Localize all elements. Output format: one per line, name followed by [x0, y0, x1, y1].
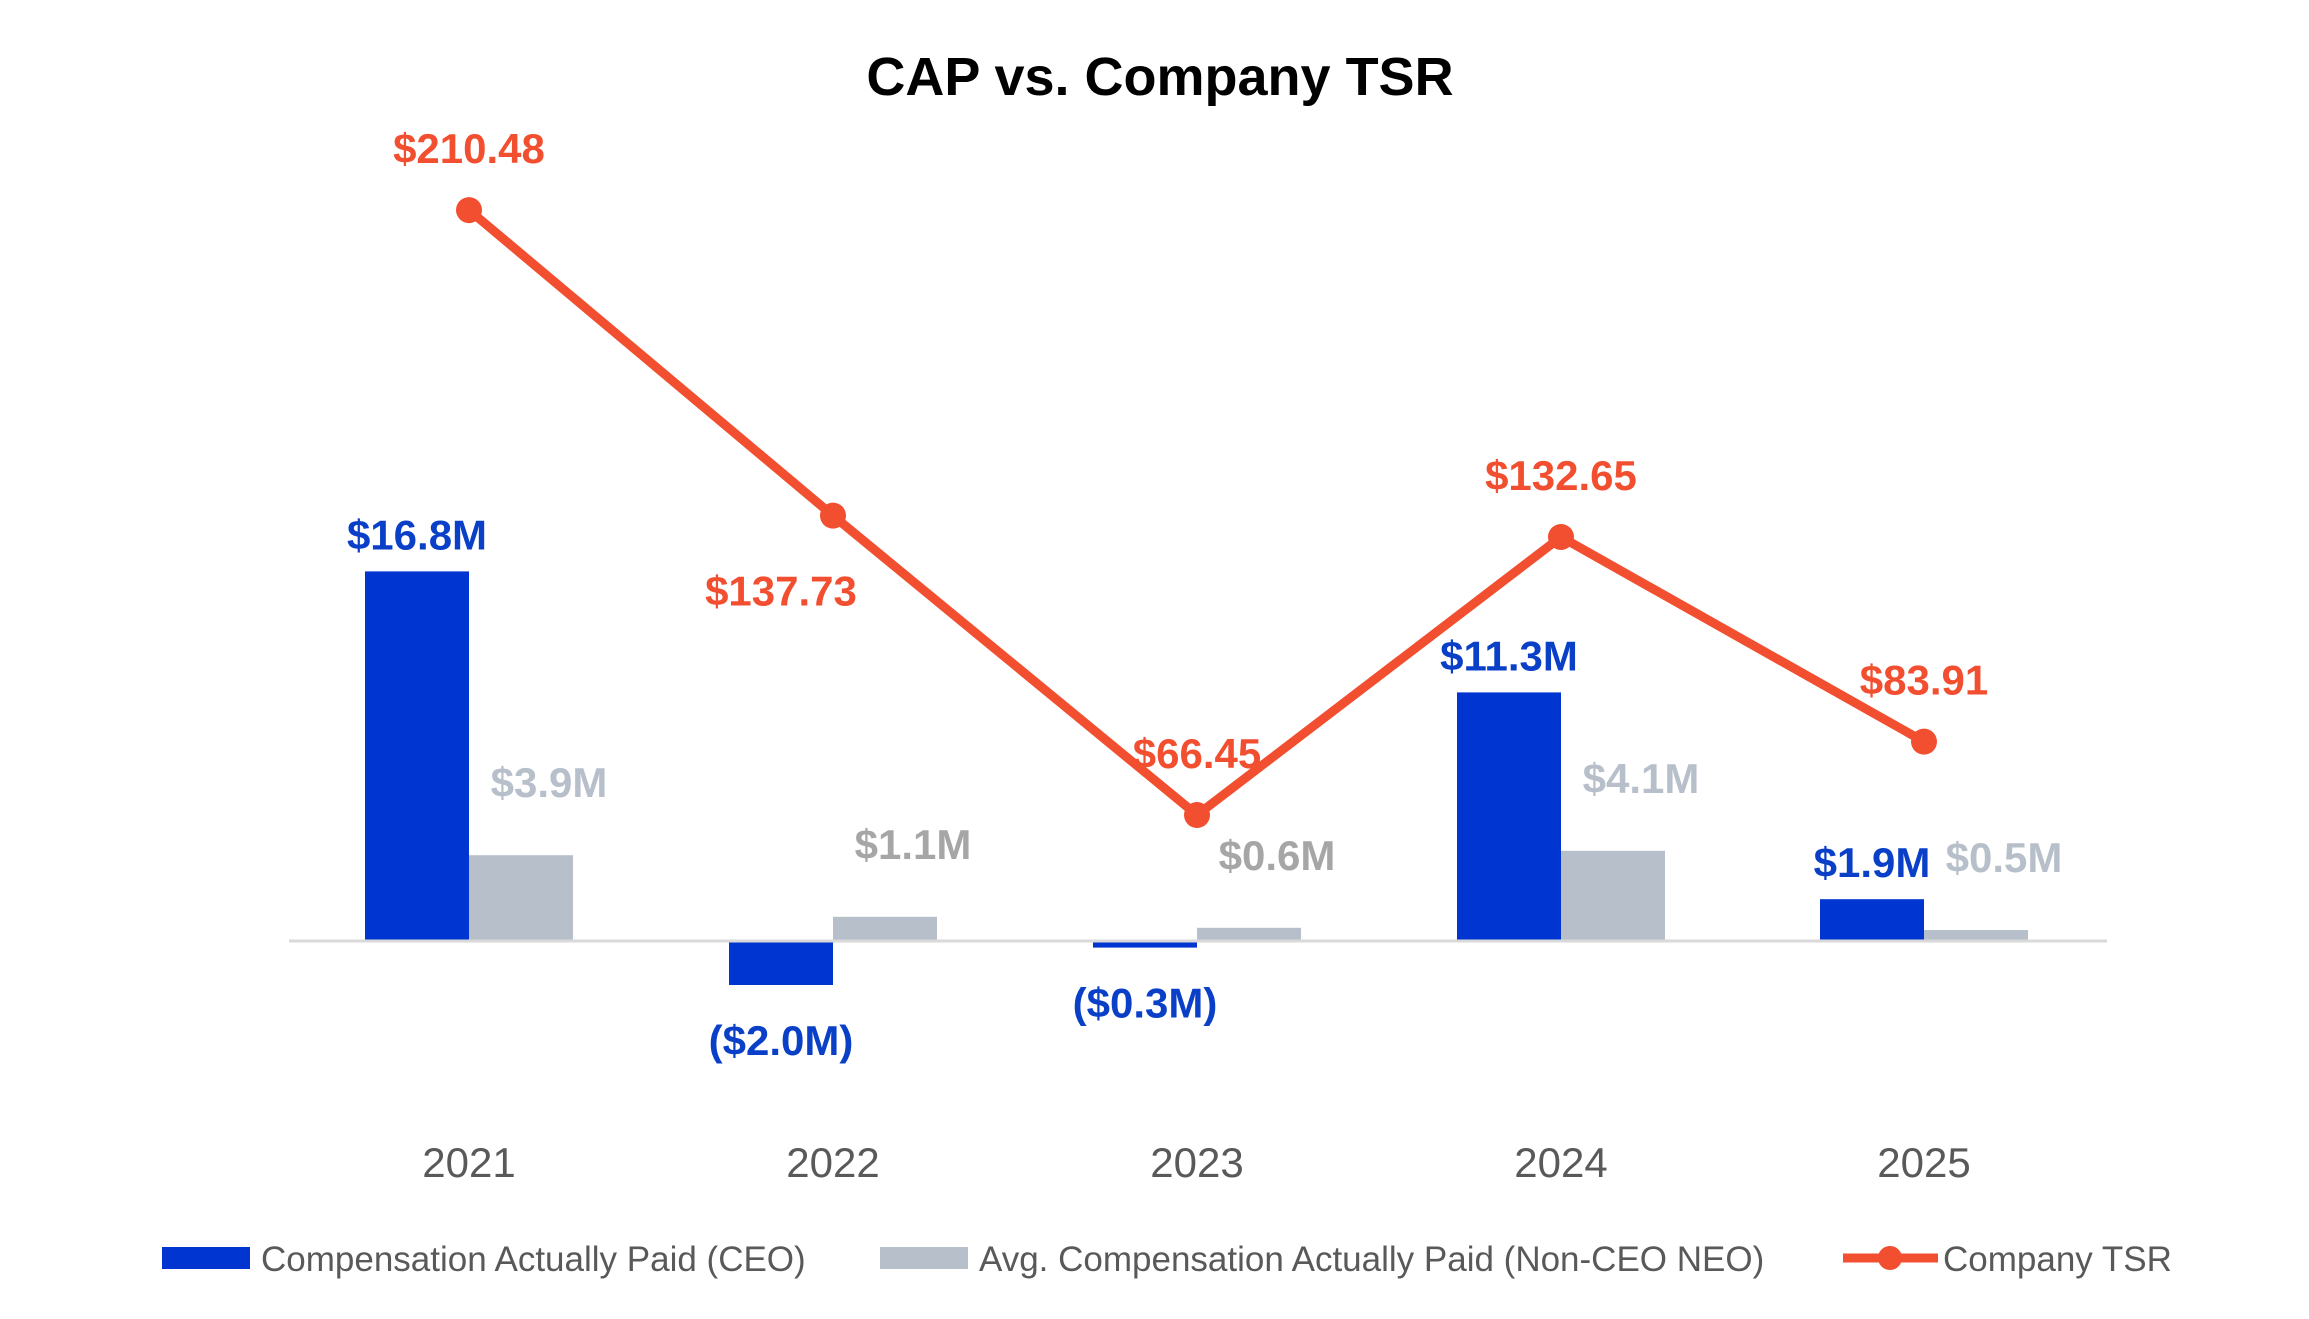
- data-label-ceo-2022: ($2.0M): [709, 1017, 854, 1064]
- data-label-tsr-2024: $132.65: [1485, 452, 1637, 499]
- legend-swatch-ceo: [162, 1247, 250, 1269]
- legend-swatch-neo: [880, 1247, 968, 1269]
- data-label-ceo-2023: ($0.3M): [1073, 980, 1218, 1027]
- data-label-neo-2022: $1.1M: [855, 821, 972, 868]
- tsr-point-2022: [820, 502, 846, 529]
- bar-neo-2025: [1924, 930, 2028, 941]
- data-label-tsr-2022: $137.73: [705, 568, 857, 615]
- x-tick-label: 2021: [422, 1139, 515, 1186]
- tsr-point-2021: [456, 197, 482, 224]
- tsr-point-2023: [1184, 802, 1210, 828]
- data-label-tsr-2025: $83.91: [1860, 657, 1988, 704]
- legend-label-ceo: Compensation Actually Paid (CEO): [261, 1240, 806, 1279]
- data-label-neo-2025: $0.5M: [1946, 834, 2063, 881]
- legend-label-neo: Avg. Compensation Actually Paid (Non-CEO…: [979, 1240, 1764, 1279]
- bar-neo-2021: [469, 855, 573, 941]
- data-label-neo-2023: $0.6M: [1219, 832, 1336, 879]
- bar-ceo-2022: [729, 941, 833, 985]
- legend-label-tsr: Company TSR: [1943, 1240, 2172, 1279]
- data-label-tsr-2021: $210.48: [393, 125, 545, 172]
- bar-ceo-2023: [1093, 941, 1197, 948]
- data-label-neo-2021: $3.9M: [491, 759, 608, 806]
- bar-ceo-2024: [1457, 692, 1561, 941]
- bar-neo-2023: [1197, 927, 1301, 941]
- data-label-ceo-2025: $1.9M: [1814, 839, 1931, 886]
- data-label-ceo-2024: $11.3M: [1440, 632, 1578, 679]
- x-tick-label: 2025: [1877, 1139, 1970, 1186]
- tsr-line: [466, 206, 1927, 820]
- x-tick-label: 2022: [786, 1139, 879, 1186]
- tsr-point-2025: [1911, 728, 1937, 755]
- bar-neo-2022: [833, 916, 937, 941]
- bar-neo-2024: [1561, 850, 1665, 941]
- x-tick-label: 2023: [1150, 1139, 1243, 1186]
- chart-title: CAP vs. Company TSR: [866, 47, 1453, 107]
- legend-marker-tsr: [1878, 1246, 1902, 1270]
- legend: Compensation Actually Paid (CEO) Avg. Co…: [162, 1240, 2172, 1279]
- x-tick-label: 2024: [1514, 1139, 1607, 1186]
- bar-ceo-2021: [365, 571, 469, 941]
- data-label-ceo-2021: $16.8M: [347, 511, 487, 558]
- bar-ceo-2025: [1820, 899, 1924, 941]
- data-label-neo-2024: $4.1M: [1583, 755, 1700, 802]
- tsr-point-2024: [1548, 523, 1574, 550]
- data-label-tsr-2023: $66.45: [1133, 730, 1261, 777]
